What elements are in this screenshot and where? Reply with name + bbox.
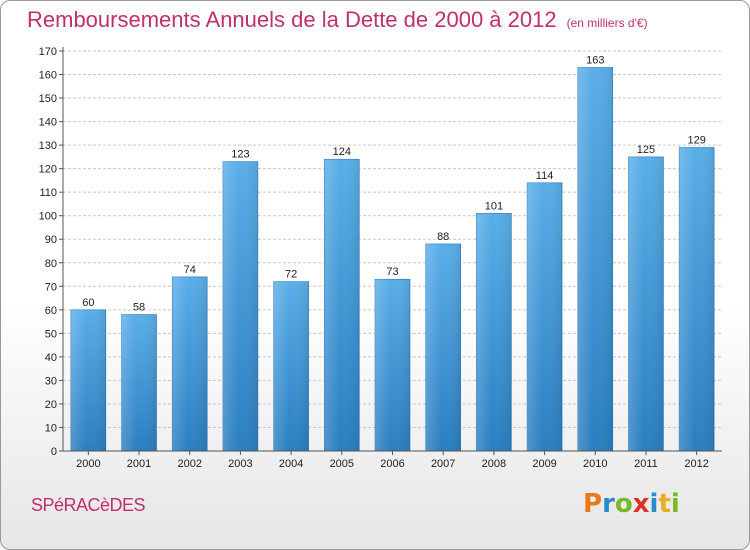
axis-layer: 0 10 20 30 40 50 60 70 80 90 100 110 120 130 140 150 160… xyxy=(39,46,722,470)
x-tick-label: 2012 xyxy=(684,458,708,470)
y-tick-label: 30 xyxy=(45,375,57,387)
bar-sheen xyxy=(273,281,309,451)
y-tick-label: 150 xyxy=(39,93,57,105)
place-name: SPéRACèDES xyxy=(31,495,146,515)
x-tick-label: 2000 xyxy=(76,458,100,470)
bar-sheen xyxy=(121,314,157,451)
bar-value-label: 125 xyxy=(637,144,655,156)
y-tick-label: 40 xyxy=(45,352,57,364)
bar-value-label: 88 xyxy=(437,231,449,243)
x-tick-label: 2011 xyxy=(634,458,658,470)
y-tick-label: 170 xyxy=(39,46,57,58)
y-tick-label: 110 xyxy=(39,187,57,199)
bar-value-label: 124 xyxy=(333,146,351,158)
x-tick-label: 2004 xyxy=(279,458,303,470)
x-tick-label: 2009 xyxy=(532,458,556,470)
y-tick-label: 90 xyxy=(45,234,57,246)
logo-letter: t xyxy=(658,489,671,519)
y-tick-label: 120 xyxy=(39,164,57,176)
y-tick-label: 60 xyxy=(45,305,57,317)
bar-value-label: 114 xyxy=(536,170,554,182)
bar-sheen xyxy=(70,309,106,451)
proxiti-logo[interactable]: Proxiti xyxy=(583,489,680,519)
x-tick-label: 2007 xyxy=(431,458,455,470)
x-tick-label: 2005 xyxy=(330,458,354,470)
bar-sheen xyxy=(679,147,715,451)
y-tick-label: 160 xyxy=(39,70,57,82)
bar-sheen xyxy=(324,159,360,451)
y-tick-label: 80 xyxy=(45,258,57,270)
logo-letter: i xyxy=(670,489,680,519)
bar-sheen xyxy=(375,279,410,451)
logo-letter: r xyxy=(602,489,615,519)
chart-subtitle: (en milliers d'€) xyxy=(566,16,648,30)
bar-value-label: 123 xyxy=(231,149,249,161)
bar-value-label: 101 xyxy=(485,200,503,212)
bar-value-label: 73 xyxy=(386,266,398,278)
x-tick-label: 2008 xyxy=(482,458,506,470)
y-tick-label: 130 xyxy=(39,140,57,152)
bar-value-label: 74 xyxy=(184,264,196,276)
chart-title: Remboursements Annuels de la Dette de 20… xyxy=(27,7,557,32)
x-tick-label: 2006 xyxy=(380,458,404,470)
logo-letter: x xyxy=(632,489,650,519)
y-tick-label: 100 xyxy=(39,211,57,223)
bar-value-label: 163 xyxy=(586,54,604,66)
y-tick-label: 140 xyxy=(39,117,57,129)
logo-letter: o xyxy=(614,489,633,519)
bar-sheen xyxy=(222,161,258,451)
y-tick-label: 20 xyxy=(45,399,57,411)
y-tick-label: 50 xyxy=(45,328,57,340)
bar-value-label: 58 xyxy=(133,302,145,314)
bar-sheen xyxy=(628,156,664,451)
x-tick-label: 2003 xyxy=(228,458,252,470)
bar-sheen xyxy=(476,213,512,451)
logo-letter: i xyxy=(649,489,659,519)
y-tick-label: 70 xyxy=(45,281,57,293)
bar-value-label: 129 xyxy=(687,134,705,146)
bar-value-label: 72 xyxy=(285,269,297,281)
bar-sheen xyxy=(527,182,563,451)
logo-letter: P xyxy=(583,489,603,519)
bar-sheen xyxy=(425,243,461,451)
y-tick-label: 0 xyxy=(51,446,57,458)
x-tick-label: 2010 xyxy=(583,458,607,470)
y-tick-label: 10 xyxy=(45,422,57,434)
x-tick-label: 2001 xyxy=(127,458,151,470)
x-tick-label: 2002 xyxy=(177,458,201,470)
title-row: Remboursements Annuels de la Dette de 20… xyxy=(27,7,648,33)
bars-layer: 60 58 74 123 72 124 73 88 101 114 163 125 129 xyxy=(70,54,715,452)
bar-value-label: 60 xyxy=(82,297,94,309)
bar-sheen xyxy=(577,67,613,452)
bar-sheen xyxy=(172,276,208,451)
